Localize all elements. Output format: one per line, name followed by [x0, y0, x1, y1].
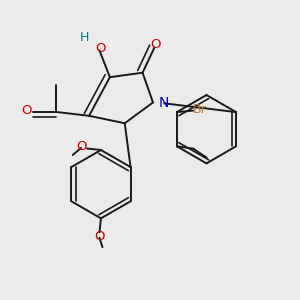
Text: H: H	[80, 31, 89, 44]
Text: O: O	[96, 42, 106, 56]
Text: O: O	[22, 104, 32, 117]
Text: O: O	[94, 230, 105, 243]
Text: O: O	[151, 38, 161, 51]
Text: Br: Br	[193, 103, 207, 116]
Text: O: O	[76, 140, 87, 153]
Text: N: N	[159, 96, 169, 110]
